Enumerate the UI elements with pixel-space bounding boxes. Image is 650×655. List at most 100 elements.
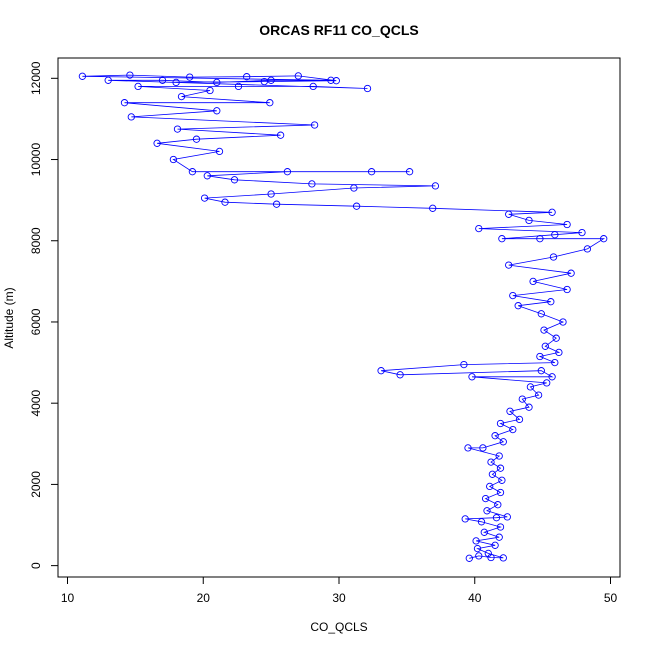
data-point <box>551 358 559 367</box>
data-point <box>487 458 495 466</box>
data-point <box>475 552 483 560</box>
data-point <box>548 208 556 216</box>
data-point <box>505 261 513 269</box>
data-point <box>518 395 526 403</box>
data-point <box>78 72 87 80</box>
data-point <box>350 184 358 192</box>
data-point <box>495 452 503 460</box>
data-point <box>172 78 180 87</box>
x-tick-label: 50 <box>604 591 618 605</box>
data-point <box>309 82 317 91</box>
data-point <box>495 533 503 541</box>
data-point <box>486 482 494 491</box>
y-axis-label: Altitude (m) <box>2 287 16 348</box>
data-point <box>509 425 517 434</box>
data-point <box>464 444 472 452</box>
data-point <box>543 379 551 387</box>
data-point <box>567 269 575 277</box>
data-point <box>230 176 239 184</box>
data-point <box>583 245 592 253</box>
plot-area: 10 20 30 40 50 0 2000 4000 6000 8000 10000 12000 <box>29 57 621 605</box>
data-point <box>494 501 502 509</box>
data-point <box>475 224 483 233</box>
data-point <box>496 523 505 531</box>
data-point <box>537 367 545 375</box>
y-tick-label: 12000 <box>29 61 43 95</box>
data-point <box>243 73 251 81</box>
data-point <box>499 554 507 562</box>
data-point <box>551 231 559 239</box>
data-point <box>127 113 135 121</box>
data-point <box>188 168 197 176</box>
data-point <box>496 488 505 497</box>
data-point <box>537 310 545 318</box>
data-point <box>481 494 490 503</box>
data-point <box>221 198 229 206</box>
series-line <box>82 74 606 559</box>
data-point <box>491 541 499 549</box>
y-tick-label: 10000 <box>29 143 43 177</box>
data-point <box>492 514 501 522</box>
y-tick-label: 2000 <box>29 471 43 498</box>
data-point <box>548 373 556 381</box>
data-point <box>496 419 505 428</box>
data-point <box>332 77 340 85</box>
chart-title: ORCAS RF11 CO_QCLS <box>259 22 418 38</box>
data-point <box>555 348 563 357</box>
data-point <box>405 168 414 176</box>
data-point <box>203 172 211 180</box>
data-point <box>283 168 292 176</box>
data-point <box>578 228 586 237</box>
data-point <box>213 107 221 115</box>
data-point <box>549 253 558 261</box>
x-tick-label: 30 <box>332 591 346 605</box>
data-point <box>534 391 543 399</box>
data-point <box>294 72 302 80</box>
data-point <box>134 82 142 91</box>
data-point <box>547 298 555 306</box>
data-point <box>267 190 275 198</box>
data-point <box>377 367 385 375</box>
data-point <box>177 92 186 101</box>
data-point <box>465 554 473 562</box>
data-point <box>515 415 524 424</box>
data-point <box>484 549 492 558</box>
data-point <box>483 507 491 515</box>
data-point <box>267 76 275 84</box>
data-point <box>352 202 361 210</box>
data-point <box>509 291 517 300</box>
data-point <box>169 155 178 164</box>
y-tick-label: 8000 <box>29 227 43 254</box>
data-point <box>126 71 134 79</box>
data-point <box>525 216 533 225</box>
data-point <box>488 470 497 478</box>
data-point <box>479 444 487 452</box>
data-point <box>327 76 335 84</box>
data-point <box>396 371 404 379</box>
data-point <box>480 528 488 536</box>
data-point <box>266 99 274 107</box>
data-point <box>525 403 533 411</box>
data-point <box>472 537 480 545</box>
data-point <box>536 235 544 243</box>
data-point <box>491 432 499 440</box>
y-axis-label-group: Altitude (m) <box>2 287 16 348</box>
data-point <box>186 73 194 81</box>
data-point <box>536 352 544 361</box>
data-point <box>308 180 316 188</box>
y-tick-label: 0 <box>29 562 43 569</box>
data-point <box>563 220 571 229</box>
x-axis-label: CO_QCLS <box>310 620 367 634</box>
data-point <box>213 78 221 87</box>
x-tick-label: 10 <box>61 591 75 605</box>
data-point <box>158 76 167 84</box>
data-point <box>460 360 468 369</box>
data-point <box>506 407 514 415</box>
data-point <box>563 285 571 294</box>
data-point <box>260 77 268 86</box>
data-point <box>473 544 482 553</box>
data-point <box>215 147 224 156</box>
data-point <box>600 235 608 243</box>
